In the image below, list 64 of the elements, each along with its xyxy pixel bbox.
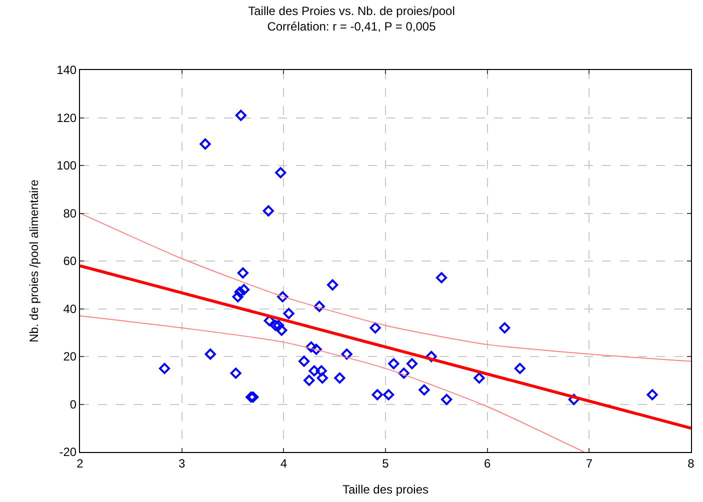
point bbox=[370, 322, 381, 334]
y-tick-label: 140 bbox=[56, 63, 77, 78]
point bbox=[277, 291, 288, 302]
point bbox=[310, 344, 322, 355]
point bbox=[270, 320, 282, 332]
point bbox=[308, 365, 320, 376]
point bbox=[275, 167, 286, 178]
point bbox=[474, 372, 485, 384]
point bbox=[230, 368, 242, 379]
point bbox=[238, 284, 250, 296]
x-axis-title: Taille des proies bbox=[342, 482, 429, 496]
point bbox=[441, 394, 452, 406]
y-axis-title: Nb. de proies /pool alimentaire bbox=[26, 179, 41, 342]
point bbox=[499, 322, 510, 334]
x-tick-label: 3 bbox=[178, 456, 186, 470]
point bbox=[372, 389, 383, 400]
point bbox=[204, 348, 216, 360]
point bbox=[276, 324, 288, 336]
point bbox=[237, 267, 248, 278]
x-tick-label: 4 bbox=[280, 456, 288, 470]
x-tick-label: 6 bbox=[484, 456, 491, 470]
point bbox=[200, 138, 211, 150]
y-tick-label: 60 bbox=[63, 254, 77, 268]
y-tick-label: 20 bbox=[63, 350, 77, 364]
point bbox=[398, 368, 410, 379]
point bbox=[158, 362, 170, 374]
point bbox=[406, 358, 418, 370]
point bbox=[568, 394, 580, 406]
point bbox=[235, 110, 246, 121]
point bbox=[234, 286, 246, 298]
point bbox=[383, 389, 394, 400]
point bbox=[304, 374, 315, 386]
point bbox=[298, 356, 310, 367]
point bbox=[334, 372, 346, 384]
point bbox=[418, 384, 430, 396]
point bbox=[314, 300, 325, 312]
point bbox=[327, 279, 338, 290]
point bbox=[232, 291, 244, 302]
point bbox=[306, 341, 317, 352]
y-tick-label: 120 bbox=[56, 110, 77, 125]
point bbox=[273, 320, 284, 332]
point bbox=[388, 358, 400, 370]
point bbox=[341, 348, 352, 360]
point bbox=[262, 205, 274, 216]
point bbox=[436, 272, 448, 284]
x-tick-label: 2 bbox=[76, 456, 84, 470]
point bbox=[514, 362, 526, 374]
point bbox=[646, 389, 658, 400]
x-tick-label: 8 bbox=[688, 456, 695, 470]
chart-title: Taille des Proies vs. Nb. de proies/pool bbox=[248, 4, 455, 18]
y-tick-label: 100 bbox=[56, 158, 77, 173]
y-tick-label: -20 bbox=[59, 445, 77, 460]
line-series bbox=[80, 315, 585, 452]
y-tick-label: 40 bbox=[63, 302, 77, 316]
point bbox=[426, 350, 437, 362]
y-tick-label: 0 bbox=[70, 397, 77, 412]
chart-subtitle: Corrélation: r = -0,41, P = 0,005 bbox=[267, 20, 436, 34]
point bbox=[316, 365, 327, 376]
x-tick-label: 7 bbox=[586, 456, 593, 470]
line-series bbox=[80, 212, 691, 362]
y-tick-label: 80 bbox=[63, 206, 77, 220]
point bbox=[283, 308, 294, 320]
x-tick-label: 5 bbox=[382, 456, 390, 470]
point bbox=[316, 372, 328, 384]
